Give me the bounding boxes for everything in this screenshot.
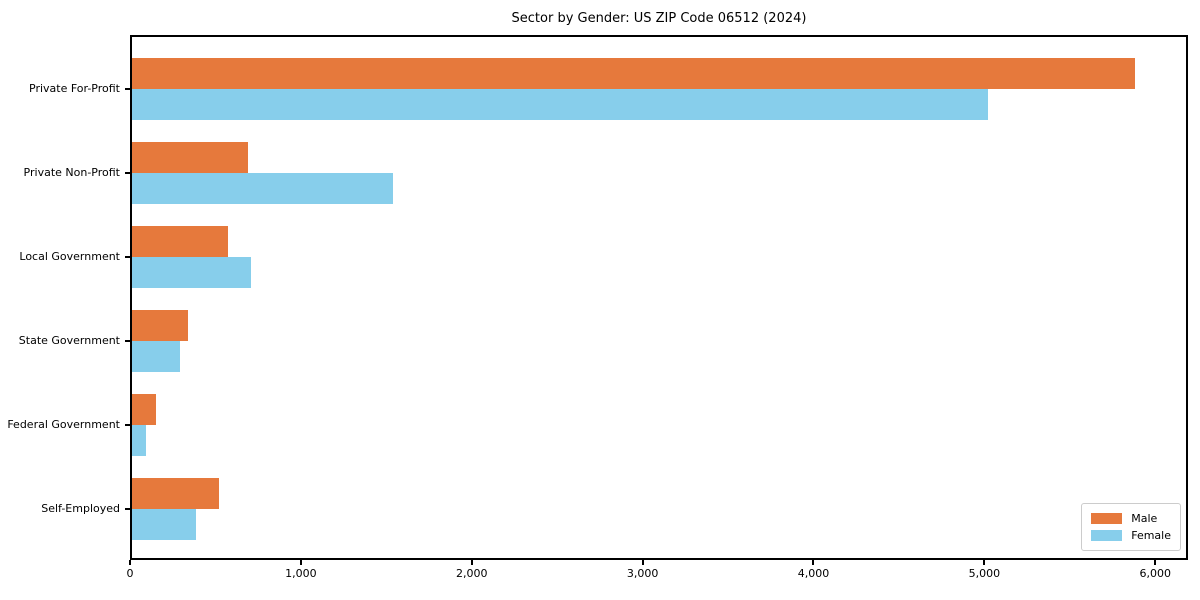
x-tick-mark [1154,560,1157,565]
y-tick-label-private-for-profit: Private For-Profit [29,82,120,95]
bar-female-private-for-profit [132,89,989,120]
x-tick-mark [129,560,131,565]
y-tick-mark [125,424,130,426]
y-tick-label-private-non-profit: Private Non-Profit [23,166,120,179]
bar-group-private-for-profit [132,58,1186,120]
y-tick-label-local-government: Local Government [19,250,120,263]
x-tick-label-3-000: 3,000 [626,567,659,580]
y-tick-label-state-government: State Government [18,334,120,347]
y-tick-mark [125,88,130,90]
bar-group-state-government [132,310,1186,372]
bar-group-local-government [132,226,1186,288]
chart-title: Sector by Gender: US ZIP Code 06512 (202… [511,11,807,26]
legend-row-male: Male [1091,510,1171,527]
legend: Male Female [1081,503,1181,551]
x-tick-label-5-000: 5,000 [968,567,1001,580]
bar-female-local-government [132,257,252,288]
x-tick-label-1-000: 1,000 [285,567,317,580]
bar-female-state-government [132,341,180,372]
bar-male-federal-government [132,394,156,425]
y-tick-label-federal-government: Federal Government [7,418,120,431]
bar-male-private-non-profit [132,142,248,173]
y-tick-label-self-employed: Self-Employed [41,502,120,515]
bar-male-private-for-profit [132,58,1135,89]
y-tick-mark [125,340,130,342]
y-tick-mark [125,172,130,174]
y-tick-mark [125,508,130,510]
x-tick-label-2-000: 2,000 [455,567,488,580]
x-tick-label-6-000: 6,000 [1139,567,1171,580]
bar-male-local-government [132,226,229,257]
x-tick-mark [641,560,644,565]
legend-row-female: Female [1091,527,1171,544]
bar-group-private-non-profit [132,142,1186,204]
bar-male-self-employed [132,478,219,509]
x-tick-label-0: 0 [126,567,134,580]
y-tick-mark [125,256,130,258]
legend-swatch-male [1091,513,1123,524]
bar-group-self-employed [132,478,1186,540]
bar-female-federal-government [132,425,146,456]
x-tick-mark [299,560,302,565]
x-tick-mark [983,560,986,565]
plot-area: Male Female [130,35,1188,560]
x-tick-mark [470,560,473,565]
legend-swatch-female [1091,530,1123,541]
bar-female-private-non-profit [132,173,393,204]
bar-female-self-employed [132,509,196,540]
bar-group-federal-government [132,394,1186,456]
x-tick-label-4-000: 4,000 [797,567,830,580]
x-tick-mark [812,560,815,565]
legend-label-male: Male [1131,512,1158,525]
bar-male-state-government [132,310,189,341]
legend-label-female: Female [1131,529,1171,542]
